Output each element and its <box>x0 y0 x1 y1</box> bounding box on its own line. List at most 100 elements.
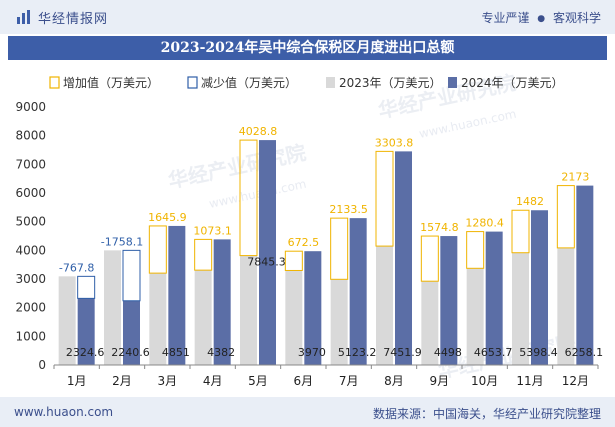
footer-bar: www.huaon.com 数据来源：中国海关，华经产业研究院整理 <box>0 397 615 427</box>
y-tick-label: 3000 <box>15 272 46 286</box>
value-label-2024: 3970 <box>298 346 326 359</box>
change-label: 3303.8 <box>375 136 414 149</box>
change-label: 1645.9 <box>148 211 187 224</box>
bar-2023 <box>149 273 167 365</box>
bar-2023 <box>285 270 303 365</box>
legend-2024-swatch <box>448 77 457 88</box>
value-label-2024: 7451.9 <box>383 346 422 359</box>
x-tick-label: 8月 <box>384 374 404 388</box>
x-tick-label: 11月 <box>516 374 543 388</box>
bars-layer: -767.8 2324.6 -1758.1 2240.6 1645.9 4851 1073.… <box>58 125 604 365</box>
change-label: 1073.1 <box>193 224 232 237</box>
increase-box <box>239 139 258 257</box>
slogan-dot-icon: ● <box>537 14 546 24</box>
bar-2023 <box>240 255 257 365</box>
bar-2023 <box>557 247 575 365</box>
increase-box <box>148 225 167 274</box>
y-tick-label: 6000 <box>15 186 46 200</box>
y-tick-label: 7000 <box>15 157 46 171</box>
value-label-2024: 4382 <box>207 346 235 359</box>
bar-2023 <box>194 270 212 365</box>
y-tick-label: 5000 <box>15 215 46 229</box>
value-label-2024: 4851 <box>162 346 190 359</box>
increase-box <box>375 150 394 247</box>
x-tick-label: 4月 <box>203 374 223 388</box>
change-label: 4028.8 <box>239 125 278 138</box>
legend-increase-swatch <box>49 76 60 89</box>
change-label: 1482 <box>516 195 544 208</box>
value-label-2024: 6258.1 <box>565 346 604 359</box>
y-tick-label: 0 <box>38 358 46 372</box>
x-tick-label: 6月 <box>294 374 314 388</box>
value-label-2024: 5398.4 <box>519 346 558 359</box>
x-tick-label: 1月 <box>67 374 87 388</box>
increase-box <box>511 209 530 254</box>
chart-title: 2023-2024年吴中综合保税区月度进出口总额 <box>8 36 607 60</box>
x-tick-label: 12月 <box>562 374 589 388</box>
change-label: 672.5 <box>288 236 320 249</box>
x-axis: 1月 2月 3月 4月 5月 6月 7月 8月 9月 10月 11月 12月 <box>53 364 599 388</box>
decrease-box <box>122 249 141 302</box>
legend-label: 减少值（万美元） <box>201 75 297 90</box>
bar-2023 <box>58 276 76 365</box>
legend-decrease-swatch <box>187 76 198 89</box>
bar-2024 <box>576 185 594 365</box>
bar-2023 <box>104 250 121 365</box>
value-label-2024: 4498 <box>434 346 462 359</box>
y-axis: 0 1000 2000 3000 4000 5000 6000 7000 8000 9000 <box>15 100 46 372</box>
footer-url: www.huaon.com <box>14 405 114 419</box>
x-tick-label: 9月 <box>430 374 450 388</box>
bar-2024 <box>395 151 412 365</box>
value-label-2024: 5123.2 <box>338 346 377 359</box>
brand-name: 华经情报网 <box>38 12 109 27</box>
bar-2023 <box>512 252 529 365</box>
bar-2024 <box>123 300 140 365</box>
change-label: -1758.1 <box>101 235 143 248</box>
change-label: -767.8 <box>59 261 94 274</box>
value-label-2024: 2240.6 <box>111 346 150 359</box>
increase-box <box>284 250 303 271</box>
decrease-box <box>77 275 96 299</box>
bar-2023 <box>330 279 348 365</box>
slogan: 专业严谨 ● 客观科学 <box>481 9 601 26</box>
bar-2024 <box>77 298 95 365</box>
change-label: 1574.8 <box>420 221 459 234</box>
value-label-2024: 7845.3 <box>247 256 286 269</box>
bar-2024 <box>213 239 231 365</box>
y-tick-label: 4000 <box>15 243 46 257</box>
bar-2024 <box>304 251 322 365</box>
y-tick-label: 8000 <box>15 129 46 143</box>
slogan-right: 客观科学 <box>552 11 601 25</box>
x-tick-label: 2月 <box>112 374 132 388</box>
slogan-left: 专业严谨 <box>481 11 530 25</box>
bar-2023 <box>421 281 439 365</box>
increase-box <box>466 231 485 269</box>
bar-2024 <box>349 218 367 365</box>
x-tick-label: 3月 <box>158 374 178 388</box>
x-tick-label: 7月 <box>339 374 359 388</box>
huajing-logo-icon <box>17 10 30 24</box>
y-tick-label: 9000 <box>15 100 46 114</box>
legend-2023-swatch <box>326 77 335 88</box>
bar-2023 <box>376 246 393 365</box>
change-label: 1280.4 <box>465 217 504 230</box>
legend-label: 增加值（万美元） <box>63 75 159 90</box>
bar-2024 <box>259 140 276 365</box>
x-tick-label: 5月 <box>248 374 268 388</box>
increase-box <box>194 238 213 271</box>
change-label: 2133.5 <box>329 203 368 216</box>
value-label-2024: 2324.6 <box>66 346 105 359</box>
y-tick-label: 1000 <box>15 329 46 343</box>
bar-2024 <box>440 236 458 365</box>
legend-label: 2024年（万美元） <box>461 76 564 90</box>
bar-2023 <box>466 268 484 365</box>
increase-box <box>420 235 439 282</box>
bar-2024 <box>168 225 186 365</box>
x-tick-label: 10月 <box>471 374 498 388</box>
increase-box <box>330 217 349 280</box>
value-label-2024: 4653.7 <box>474 346 513 359</box>
bar-chart: 华经产业研究院 www.huaon.com 华经产业研究院 www.huaon.… <box>15 70 604 388</box>
change-label: 2173 <box>561 171 589 184</box>
bar-2024 <box>531 210 548 365</box>
bar-2024 <box>485 231 503 365</box>
